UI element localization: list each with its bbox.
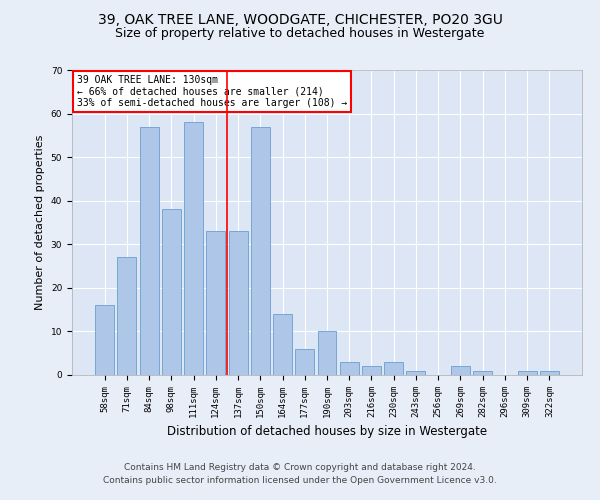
Bar [162,210,181,375]
Bar [518,370,536,375]
Bar [451,366,470,375]
Bar [184,122,203,375]
Bar [95,306,114,375]
Bar [206,231,225,375]
Bar [118,258,136,375]
Y-axis label: Number of detached properties: Number of detached properties [35,135,45,310]
Text: 39 OAK TREE LANE: 130sqm
← 66% of detached houses are smaller (214)
33% of semi-: 39 OAK TREE LANE: 130sqm ← 66% of detach… [77,74,347,108]
Text: 39, OAK TREE LANE, WOODGATE, CHICHESTER, PO20 3GU: 39, OAK TREE LANE, WOODGATE, CHICHESTER,… [98,12,502,26]
Text: Contains public sector information licensed under the Open Government Licence v3: Contains public sector information licen… [103,476,497,485]
Text: Contains HM Land Registry data © Crown copyright and database right 2024.: Contains HM Land Registry data © Crown c… [124,464,476,472]
Bar [251,126,270,375]
Bar [229,231,248,375]
Bar [273,314,292,375]
Text: Size of property relative to detached houses in Westergate: Size of property relative to detached ho… [115,28,485,40]
Bar [295,349,314,375]
Bar [340,362,359,375]
Bar [473,370,492,375]
Bar [384,362,403,375]
Bar [317,332,337,375]
X-axis label: Distribution of detached houses by size in Westergate: Distribution of detached houses by size … [167,426,487,438]
Bar [362,366,381,375]
Bar [140,126,158,375]
Bar [540,370,559,375]
Bar [406,370,425,375]
